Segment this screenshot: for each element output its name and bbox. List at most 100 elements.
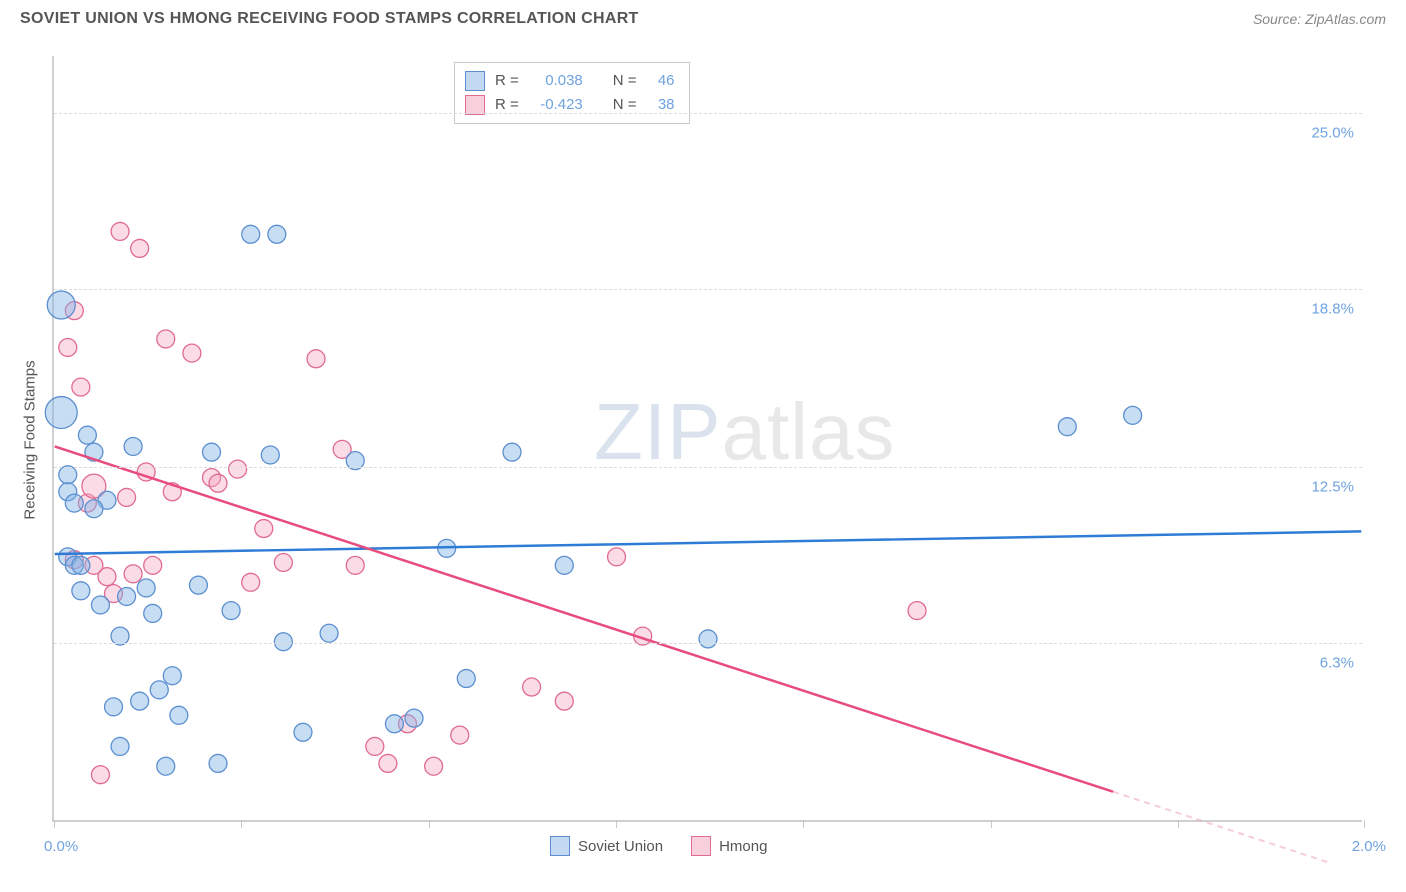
data-point xyxy=(242,573,260,591)
legend-swatch-blue-icon xyxy=(550,836,570,856)
gridline xyxy=(54,467,1362,468)
r-value-0: 0.038 xyxy=(529,69,583,93)
data-point xyxy=(137,579,155,597)
data-point xyxy=(144,604,162,622)
stats-row-0: R = 0.038 N = 46 xyxy=(465,69,675,93)
legend-item-soviet-union: Soviet Union xyxy=(550,836,663,856)
data-point xyxy=(203,443,221,461)
x-tick xyxy=(803,820,804,828)
x-tick xyxy=(241,820,242,828)
data-point xyxy=(183,344,201,362)
legend-label-hmong: Hmong xyxy=(719,838,767,855)
x-tick xyxy=(54,820,55,828)
data-point xyxy=(1124,406,1142,424)
x-tick xyxy=(1364,820,1365,828)
data-point xyxy=(209,754,227,772)
data-point xyxy=(385,715,403,733)
data-point xyxy=(131,692,149,710)
data-point xyxy=(503,443,521,461)
data-point xyxy=(268,225,286,243)
data-point xyxy=(170,706,188,724)
data-point xyxy=(379,754,397,772)
data-point xyxy=(229,460,247,478)
data-point xyxy=(59,466,77,484)
data-point xyxy=(261,446,279,464)
data-point xyxy=(457,670,475,688)
series-legend: Soviet Union Hmong xyxy=(550,836,767,856)
data-point xyxy=(320,624,338,642)
trend-line-pink xyxy=(55,446,1113,791)
gridline xyxy=(54,643,1362,644)
source-prefix: Source: xyxy=(1253,11,1305,27)
y-tick-label: 12.5% xyxy=(1311,479,1354,496)
data-point xyxy=(72,378,90,396)
data-point xyxy=(346,556,364,574)
n-label-0: N = xyxy=(613,69,637,93)
data-point xyxy=(124,438,142,456)
data-point xyxy=(255,520,273,538)
x-tick xyxy=(616,820,617,828)
data-point xyxy=(699,630,717,648)
header-row: SOVIET UNION VS HMONG RECEIVING FOOD STA… xyxy=(0,0,1406,34)
data-point xyxy=(366,737,384,755)
data-point xyxy=(72,556,90,574)
data-point xyxy=(189,576,207,594)
y-tick-label: 25.0% xyxy=(1311,124,1354,141)
n-value-0: 46 xyxy=(647,69,675,93)
data-point xyxy=(555,556,573,574)
y-axis-title: Receiving Food Stamps xyxy=(22,360,39,519)
chart-title: SOVIET UNION VS HMONG RECEIVING FOOD STA… xyxy=(20,10,639,28)
legend-item-hmong: Hmong xyxy=(691,836,767,856)
y-tick-label: 6.3% xyxy=(1320,655,1354,672)
data-point xyxy=(294,723,312,741)
data-point xyxy=(144,556,162,574)
data-point xyxy=(274,554,292,572)
x-tick xyxy=(429,820,430,828)
data-point xyxy=(150,681,168,699)
x-axis-max-label: 2.0% xyxy=(1352,838,1386,855)
data-point xyxy=(118,488,136,506)
data-point xyxy=(405,709,423,727)
source-attribution: Source: ZipAtlas.com xyxy=(1253,11,1386,27)
swatch-blue-icon xyxy=(465,71,485,91)
x-tick xyxy=(1178,820,1179,828)
gridline xyxy=(54,113,1362,114)
data-point xyxy=(242,225,260,243)
source-name: ZipAtlas.com xyxy=(1305,11,1386,27)
data-point xyxy=(555,692,573,710)
data-point xyxy=(425,757,443,775)
data-point xyxy=(47,291,75,319)
x-tick xyxy=(991,820,992,828)
legend-label-soviet-union: Soviet Union xyxy=(578,838,663,855)
gridline xyxy=(54,289,1362,290)
data-point xyxy=(163,667,181,685)
data-point xyxy=(65,494,83,512)
data-point xyxy=(451,726,469,744)
data-point xyxy=(274,633,292,651)
data-point xyxy=(523,678,541,696)
r-label-0: R = xyxy=(495,69,519,93)
legend-swatch-pink-icon xyxy=(691,836,711,856)
data-point xyxy=(131,239,149,257)
x-axis-min-label: 0.0% xyxy=(44,838,78,855)
plot-area: ZIPatlas R = 0.038 N = 46 R = -0.423 N =… xyxy=(52,56,1362,822)
data-point xyxy=(98,568,116,586)
data-point xyxy=(908,602,926,620)
data-point xyxy=(124,565,142,583)
data-point xyxy=(307,350,325,368)
data-point xyxy=(91,766,109,784)
data-point xyxy=(222,602,240,620)
data-point xyxy=(209,474,227,492)
y-tick-label: 18.8% xyxy=(1311,300,1354,317)
data-point xyxy=(72,582,90,600)
chart-svg xyxy=(54,56,1362,820)
data-point xyxy=(118,587,136,605)
data-point xyxy=(111,737,129,755)
data-point xyxy=(608,548,626,566)
data-point xyxy=(59,338,77,356)
stats-legend: R = 0.038 N = 46 R = -0.423 N = 38 xyxy=(454,62,690,124)
data-point xyxy=(1058,418,1076,436)
data-point xyxy=(85,500,103,518)
data-point xyxy=(78,426,96,444)
trend-line-pink-extrapolated xyxy=(1113,792,1329,863)
